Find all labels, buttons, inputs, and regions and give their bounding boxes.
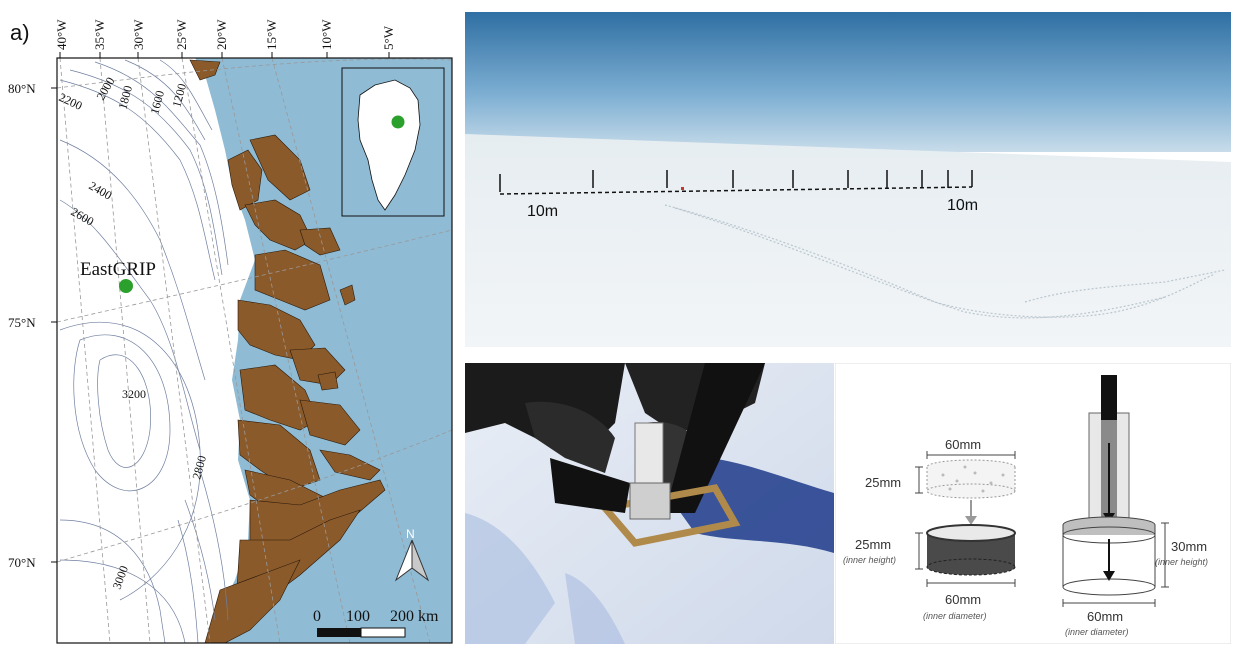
distance-label-right: 10m: [947, 197, 978, 214]
north-arrow-icon: N: [394, 527, 430, 582]
lat-label-80n: 80°N: [8, 81, 36, 96]
lon-label-40w: 40°W: [54, 19, 69, 50]
lon-label-35w: 35°W: [92, 19, 107, 50]
scale-label-0: 0: [313, 608, 321, 625]
distance-markers: [499, 170, 973, 195]
scale-bar: 0 100 200 km: [313, 608, 439, 638]
lon-label-25w: 25°W: [174, 19, 189, 50]
contour-label-1600: 1600: [147, 89, 167, 116]
lat-label-75n: 75°N: [8, 315, 36, 330]
lon-label-30w: 30°W: [131, 19, 146, 50]
cup-width-note: (inner diameter): [923, 611, 987, 621]
north-label: N: [406, 527, 415, 541]
sample-width-label: 60mm: [945, 437, 981, 452]
sample-cup: 25mm (inner height) 60mm (inner diameter…: [843, 524, 1016, 621]
flag-marker: [681, 187, 684, 190]
lon-label-5w: 5°W: [381, 25, 396, 50]
lat-label-70n: 70°N: [8, 555, 36, 570]
inset-site-marker: [391, 115, 405, 129]
contour-label-1800: 1800: [115, 84, 135, 111]
scale-label-200: 200 km: [390, 608, 439, 625]
distance-label-left: 10m: [527, 203, 558, 220]
scale-label-100: 100: [346, 608, 370, 625]
lon-label-15w: 15°W: [264, 19, 279, 50]
contour-label-3200: 3200: [122, 387, 146, 401]
coastal-land: [189, 59, 386, 643]
eastgrip-site-marker: [119, 279, 133, 293]
down-arrow-icon: [965, 500, 977, 525]
cup-height-label: 25mm: [855, 537, 891, 552]
cylinder-height-note: (inner height): [1155, 557, 1208, 567]
graticule: [57, 58, 452, 643]
sample-height-label: 25mm: [865, 475, 901, 490]
snow-sample: 60mm 25mm: [865, 437, 1016, 499]
cylinder-width-label: 60mm: [1087, 609, 1123, 624]
lon-label-20w: 20°W: [214, 19, 229, 50]
inset-greenland: [341, 67, 445, 217]
panel-label-a: a): [10, 20, 30, 45]
cylinder-with-plunger: 30mm (inner height) 60mm (inner diameter…: [1062, 375, 1208, 637]
longitude-axis: 40°W 35°W 30°W 25°W 20°W 15°W 10°W 5°W: [54, 19, 396, 58]
eastgrip-label: EastGRIP: [80, 259, 156, 280]
cup-width-label: 60mm: [945, 592, 981, 607]
cup-height-note: (inner height): [843, 555, 896, 565]
sampling-diagram: 60mm 25mm 25mm (inner height): [835, 363, 1231, 644]
lon-label-10w: 10°W: [319, 19, 334, 50]
photo-snow-field: 10m 10m: [465, 12, 1231, 347]
snow-tracks: [664, 204, 1226, 319]
cylinder-height-label: 30mm: [1171, 539, 1207, 554]
latitude-axis: 80°N 75°N 70°N: [8, 81, 57, 570]
ice-sheet: [57, 58, 255, 643]
cylinder-width-note: (inner diameter): [1065, 627, 1129, 637]
greenland-map: EastGRIP 2200 2000 1800 1600 1200 2400 2…: [8, 19, 453, 644]
contour-label-1200: 1200: [169, 82, 189, 109]
contour-label-2800: 2800: [189, 454, 209, 481]
photo-sampling: [465, 363, 834, 644]
